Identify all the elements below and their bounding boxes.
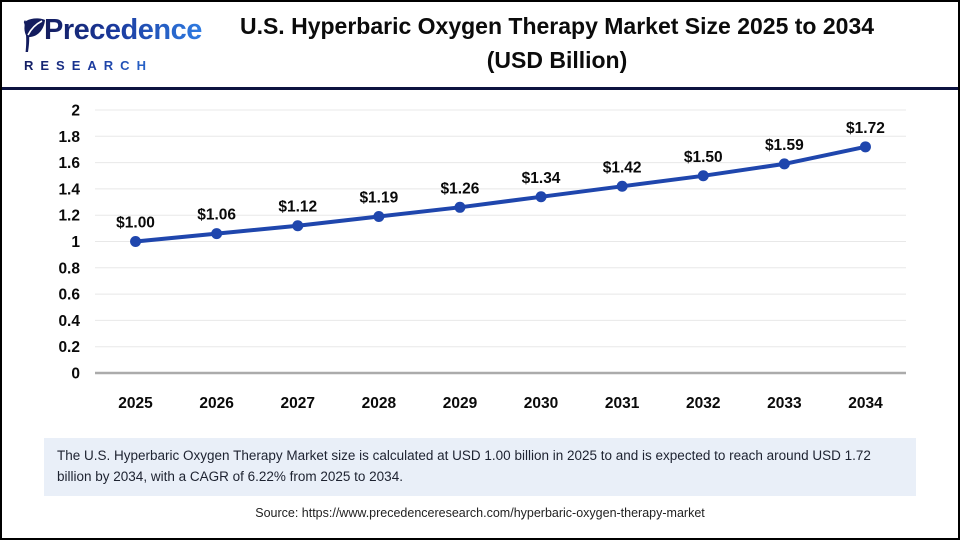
trend-line bbox=[133, 144, 868, 244]
data-point-marker bbox=[373, 211, 385, 223]
y-axis-tick-label: 0.8 bbox=[58, 260, 80, 277]
x-axis-tick-label: 2026 bbox=[199, 395, 234, 412]
leaf-icon bbox=[20, 17, 46, 56]
x-axis-tick-label: 2027 bbox=[281, 395, 315, 412]
x-axis-tick-label: 2030 bbox=[524, 395, 558, 412]
data-point-marker bbox=[697, 170, 709, 182]
data-point-marker bbox=[130, 236, 142, 247]
data-point-label: $1.72 bbox=[846, 120, 885, 137]
data-point-label: $1.06 bbox=[197, 207, 236, 224]
data-point-marker bbox=[535, 191, 547, 203]
logo-name: Precedence bbox=[44, 13, 202, 46]
data-point-label: $1.19 bbox=[359, 190, 398, 207]
data-point-label: $1.34 bbox=[522, 170, 561, 187]
data-point-label: $1.12 bbox=[278, 199, 317, 216]
y-axis-tick-label: 0.6 bbox=[58, 287, 80, 304]
x-axis-tick-label: 2032 bbox=[686, 395, 720, 412]
data-point-label: $1.59 bbox=[765, 137, 804, 154]
x-axis-tick-label: 2029 bbox=[443, 395, 478, 412]
data-point-label: $1.50 bbox=[684, 149, 723, 166]
x-axis-tick-label: 2033 bbox=[767, 395, 802, 412]
header: Precedence RESEARCH U.S. Hyperbaric Oxyg… bbox=[2, 2, 958, 90]
x-axis-tick-label: 2028 bbox=[362, 395, 397, 412]
logo-subtitle: RESEARCH bbox=[20, 59, 180, 72]
page-title-line1: U.S. Hyperbaric Oxygen Therapy Market Si… bbox=[239, 13, 875, 40]
data-point-marker bbox=[454, 201, 466, 213]
line-chart: 0 0.2 0.4 0.6 0.8 1 1.2 1.4 1.6 1.8 2 $1.00 2025 $1.0… bbox=[2, 90, 958, 430]
y-axis-tick-label: 1.8 bbox=[58, 129, 80, 146]
x-axis-tick-label: 2031 bbox=[605, 395, 640, 412]
data-point-marker bbox=[616, 180, 628, 192]
y-axis-tick-label: 2 bbox=[71, 103, 80, 120]
x-axis-tick-label: 2034 bbox=[848, 395, 883, 412]
precedence-research-logo: Precedence RESEARCH bbox=[20, 15, 202, 72]
y-axis-tick-label: 1.2 bbox=[58, 208, 80, 225]
data-point-marker bbox=[859, 141, 871, 153]
y-axis-tick-label: 0.4 bbox=[58, 313, 80, 330]
data-point-label: $1.42 bbox=[603, 159, 642, 176]
market-size-line-chart-svg: 0 0.2 0.4 0.6 0.8 1 1.2 1.4 1.6 1.8 2 $1.00 2025 $1.0… bbox=[58, 103, 906, 412]
data-point-marker bbox=[292, 220, 304, 232]
y-axis-tick-label: 1 bbox=[71, 234, 80, 251]
data-point-label: $1.00 bbox=[116, 215, 155, 232]
y-axis-tick-label: 1.6 bbox=[58, 155, 80, 172]
y-axis-tick-label: 1.4 bbox=[58, 181, 80, 198]
source-text: Source: https://www.precedenceresearch.c… bbox=[255, 505, 705, 520]
y-axis-tick-label: 0 bbox=[71, 366, 80, 383]
summary-note: The U.S. Hyperbaric Oxygen Therapy Marke… bbox=[44, 438, 916, 496]
page-title: U.S. Hyperbaric Oxygen Therapy Market Si… bbox=[180, 10, 940, 77]
data-point-label: $1.26 bbox=[441, 180, 480, 197]
x-axis-tick-label: 2025 bbox=[118, 395, 153, 412]
page-title-line2: (USD Billion) bbox=[486, 46, 628, 73]
data-point-marker bbox=[778, 158, 790, 170]
data-point-marker bbox=[211, 228, 223, 240]
y-axis-tick-label: 0.2 bbox=[58, 339, 80, 356]
